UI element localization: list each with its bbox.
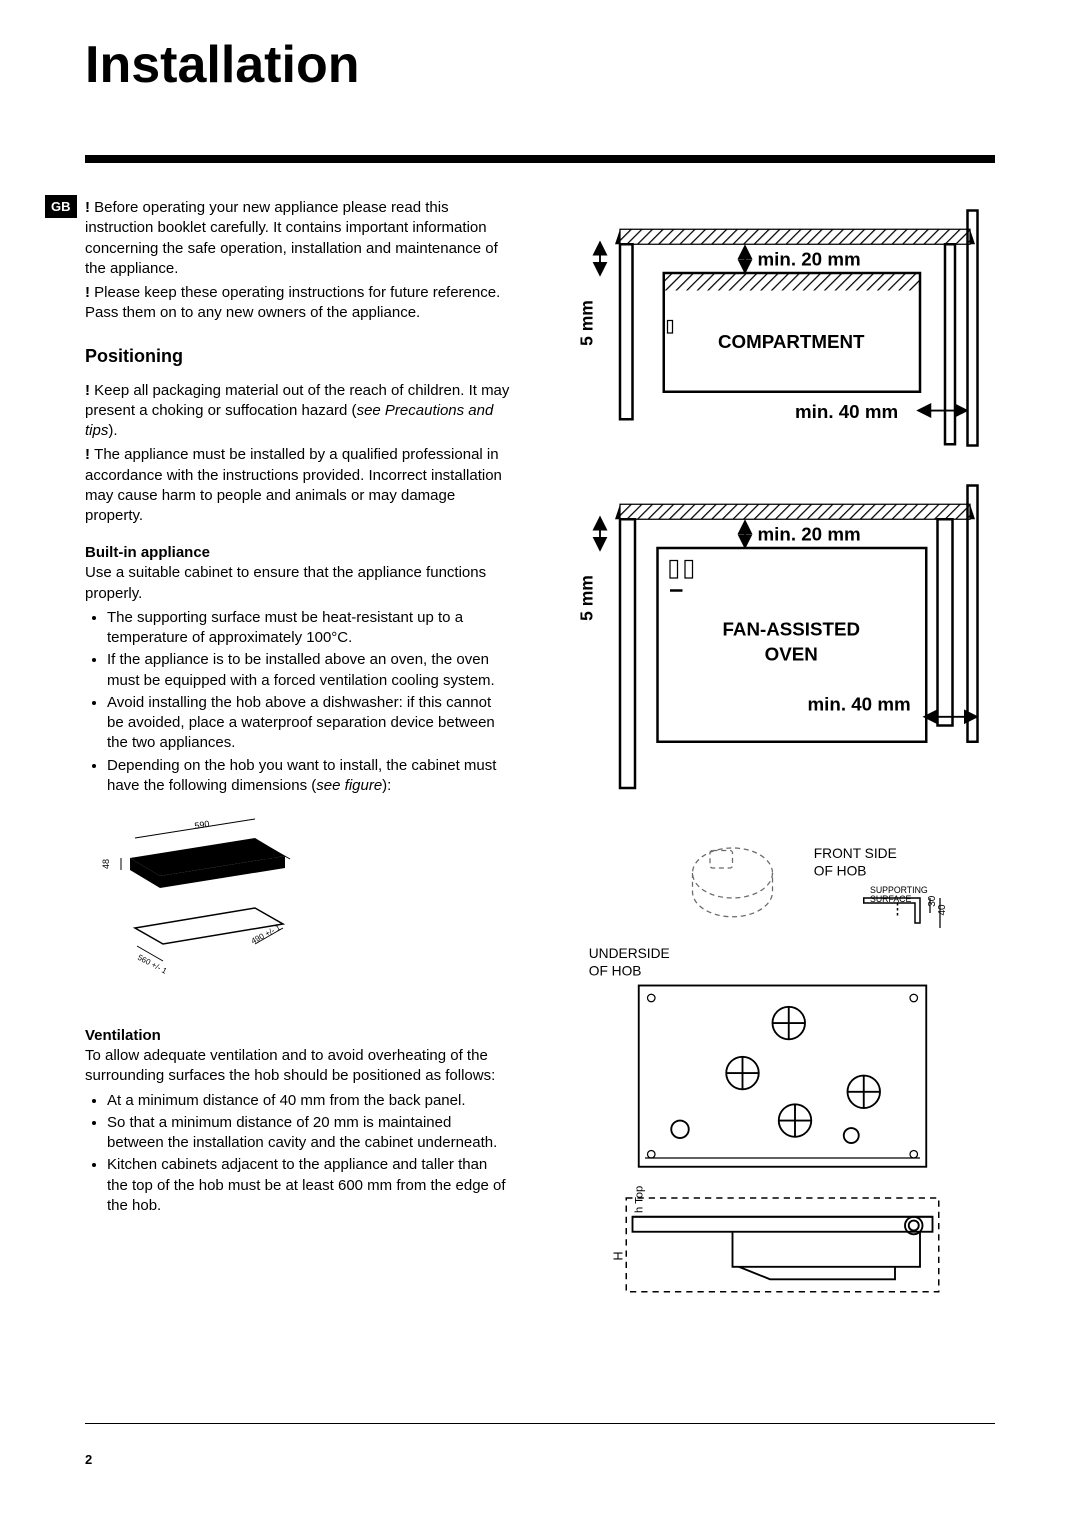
fan-oven-diagram: FAN-ASSISTED OVEN 5 mm min. 20 mm min. 4… xyxy=(545,473,995,798)
positioning-p1: ! Keep all packaging material out of the… xyxy=(85,381,510,442)
builtin-b3: Avoid installing the hob above a dishwas… xyxy=(107,693,510,754)
fan-oven-l2: OVEN xyxy=(765,644,818,665)
min20-1: min. 20 mm xyxy=(758,249,861,270)
page-title: Installation xyxy=(85,35,995,95)
dim-590: 590 xyxy=(194,819,210,831)
builtin-b4-post: ): xyxy=(382,777,391,794)
cutout-dimensions-figure: 590 520 48 560 +/- 1 490 +/- 1 xyxy=(85,816,315,976)
builtin-b2: If the appliance is to be installed abov… xyxy=(107,650,510,691)
min40-1: min. 40 mm xyxy=(795,401,898,422)
of-hob2-label: OF HOB xyxy=(589,964,642,979)
positioning-heading: Positioning xyxy=(85,346,510,367)
intro-para-2: Please keep these operating instructions… xyxy=(85,283,510,324)
builtin-lead: Use a suitable cabinet to ensure that th… xyxy=(85,563,510,604)
front-side-label: FRONT SIDE xyxy=(814,846,897,861)
builtin-b4-pre: Depending on the hob you want to install… xyxy=(107,757,496,794)
builtin-heading: Built-in appliance xyxy=(85,544,510,561)
footer: 2 xyxy=(85,1423,995,1467)
locale-badge: GB xyxy=(45,195,77,218)
positioning-p1-post: ). xyxy=(108,422,117,439)
builtin-b4-it: see figure xyxy=(316,777,382,794)
compartment-label: COMPARTMENT xyxy=(718,331,865,352)
page-number: 2 xyxy=(85,1452,92,1467)
ventilation-heading: Ventilation xyxy=(85,1027,510,1044)
ventilation-b3: Kitchen cabinets adjacent to the applian… xyxy=(107,1155,510,1216)
H-label: H xyxy=(612,1251,626,1260)
side-5mm-2: 5 mm xyxy=(577,575,597,621)
builtin-list: The supporting surface must be heat-resi… xyxy=(85,608,510,796)
min20-2: min. 20 mm xyxy=(758,524,861,545)
content-columns: Before operating your new appliance plea… xyxy=(85,198,995,1323)
ventilation-list: At a minimum distance of 40 mm from the … xyxy=(85,1091,510,1217)
right-column: COMPARTMENT 5 mm min. 20 mm min. 40 mm xyxy=(545,198,995,1323)
title-divider xyxy=(85,155,995,163)
dim-40: 40 xyxy=(937,904,948,916)
fan-oven-l1: FAN-ASSISTED xyxy=(722,619,860,640)
compartment-diagram: COMPARTMENT 5 mm min. 20 mm min. 40 mm xyxy=(545,198,995,448)
builtin-b4: Depending on the hob you want to install… xyxy=(107,756,510,797)
ventilation-b1: At a minimum distance of 40 mm from the … xyxy=(107,1091,510,1111)
dim-48: 48 xyxy=(101,859,111,869)
underside-label: UNDERSIDE xyxy=(589,946,670,961)
min40-2: min. 40 mm xyxy=(808,694,911,715)
intro-para-1: Before operating your new appliance plea… xyxy=(85,198,510,279)
dim-560: 560 +/- 1 xyxy=(136,953,169,976)
ventilation-lead: To allow adequate ventilation and to avo… xyxy=(85,1046,510,1087)
underside-diagram: FRONT SIDE OF HOB SUPPORTING SURFACE 30 … xyxy=(545,823,995,1298)
of-hob-label: OF HOB xyxy=(814,864,867,879)
left-column: Before operating your new appliance plea… xyxy=(85,198,510,1323)
builtin-b1: The supporting surface must be heat-resi… xyxy=(107,608,510,649)
surface-label: SURFACE xyxy=(870,894,911,904)
ventilation-b2: So that a minimum distance of 20 mm is m… xyxy=(107,1113,510,1154)
side-5mm-1: 5 mm xyxy=(577,300,597,346)
positioning-p2: The appliance must be installed by a qua… xyxy=(85,445,510,526)
htop-label: h Top xyxy=(634,1186,646,1213)
